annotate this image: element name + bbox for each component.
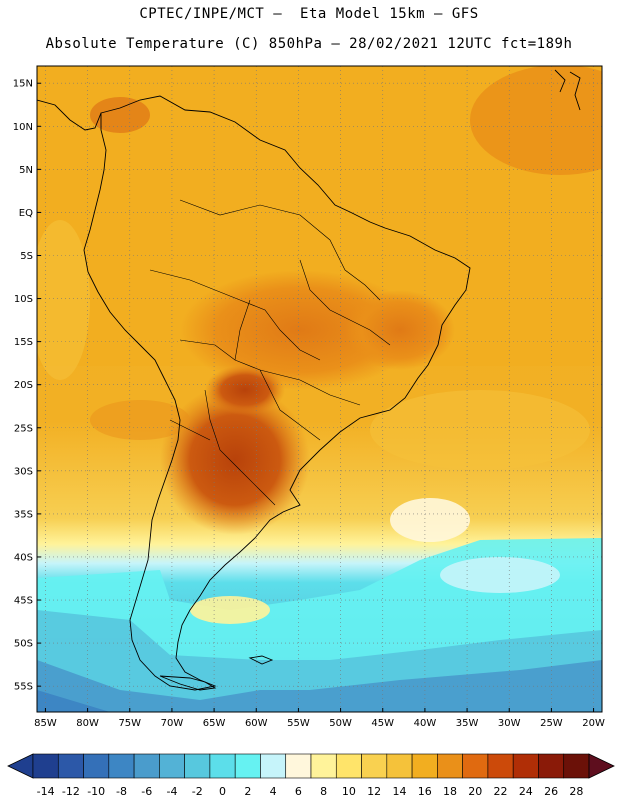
colorbar-label: 26 bbox=[544, 785, 558, 798]
caribbean-islands bbox=[554, 69, 581, 111]
colorbar-label: -8 bbox=[116, 785, 127, 798]
lat-tick-label: 35S bbox=[14, 509, 33, 520]
colorbar: -14 -12 -10 -8 -6 -4 -2 0 2 4 6 8 10 12 14 16 18 20 22 24 26… bbox=[7, 753, 615, 798]
colorbar-label: 4 bbox=[270, 785, 277, 798]
colorbar-label: 16 bbox=[418, 785, 432, 798]
colorbar-low-arrow bbox=[7, 753, 34, 779]
map-frame bbox=[36, 65, 603, 713]
colorbar-swatch bbox=[83, 753, 110, 779]
lon-tick-label: 75W bbox=[118, 718, 141, 729]
colorbar-label: 24 bbox=[519, 785, 533, 798]
lon-tick-label: 20W bbox=[582, 718, 605, 729]
colorbar-label: 0 bbox=[219, 785, 226, 798]
colorbar-label: 12 bbox=[367, 785, 381, 798]
colorbar-label: 2 bbox=[244, 785, 251, 798]
lat-tick-label: 5S bbox=[20, 251, 33, 262]
coastlines bbox=[37, 69, 581, 691]
lon-tick-label: 30W bbox=[498, 718, 521, 729]
colorbar-label: 6 bbox=[295, 785, 302, 798]
lat-tick-label: 15S bbox=[14, 337, 33, 348]
colorbar-label: 20 bbox=[468, 785, 482, 798]
lon-tick-label: 85W bbox=[34, 718, 57, 729]
colorbar-swatch bbox=[310, 753, 337, 779]
lat-tick-label: EQ bbox=[19, 208, 33, 219]
colorbar-label: 18 bbox=[443, 785, 457, 798]
colorbar-label: 10 bbox=[342, 785, 356, 798]
lon-tick-label: 50W bbox=[329, 718, 352, 729]
colorbar-swatch bbox=[335, 753, 362, 779]
colorbar-label: -2 bbox=[192, 785, 203, 798]
colorbar-swatch bbox=[184, 753, 211, 779]
colorbar-label: -12 bbox=[62, 785, 80, 798]
falkland-islands bbox=[248, 655, 274, 665]
colorbar-swatch bbox=[563, 753, 590, 779]
colorbar-swatch bbox=[386, 753, 413, 779]
lon-tick-label: 35W bbox=[456, 718, 479, 729]
lon-tick-label: 70W bbox=[161, 718, 184, 729]
colorbar-swatch bbox=[462, 753, 489, 779]
lon-tick-label: 55W bbox=[287, 718, 310, 729]
lat-tick-label: 5N bbox=[19, 165, 33, 176]
lat-tick-label: 45S bbox=[14, 596, 33, 607]
lat-tick-label: 25S bbox=[14, 423, 33, 434]
colorbar-label: -10 bbox=[87, 785, 105, 798]
lat-tick-label: 30S bbox=[14, 466, 33, 477]
colorbar-label: 28 bbox=[569, 785, 583, 798]
colorbar-high-arrow bbox=[588, 753, 615, 779]
colorbar-swatch bbox=[32, 753, 59, 779]
colorbar-label: -4 bbox=[167, 785, 178, 798]
colorbar-swatch bbox=[411, 753, 438, 779]
colorbar-swatch bbox=[57, 753, 84, 779]
lat-tick-label: 50S bbox=[14, 639, 33, 650]
central-america-coastline bbox=[37, 99, 102, 131]
lat-tick-label: 15N bbox=[13, 79, 33, 90]
lon-tick-label: 40W bbox=[414, 718, 437, 729]
lon-axis: 85W 80W 75W 70W 65W 60W 55W 50W 45W 40W 35W 30W 25W 2… bbox=[34, 708, 605, 729]
colorbar-swatch bbox=[260, 753, 287, 779]
field-layer bbox=[37, 66, 602, 712]
colorbar-swatch bbox=[209, 753, 236, 779]
colorbar-swatch bbox=[538, 753, 565, 779]
lon-tick-label: 60W bbox=[245, 718, 268, 729]
lat-tick-label: 10S bbox=[14, 294, 33, 305]
colorbar-swatch bbox=[361, 753, 388, 779]
colorbar-swatch bbox=[487, 753, 514, 779]
lat-tick-label: 10N bbox=[13, 122, 33, 133]
colorbar-swatch bbox=[159, 753, 185, 779]
south-america-coastline bbox=[83, 95, 471, 691]
colorbar-swatch bbox=[437, 753, 463, 779]
tierra-del-fuego bbox=[159, 675, 217, 691]
colorbar-swatch bbox=[234, 753, 261, 779]
map-subtitle: Absolute Temperature (C) 850hPa — 28/02/… bbox=[45, 36, 573, 52]
colorbar-swatch bbox=[285, 753, 312, 779]
colorbar-label: -14 bbox=[37, 785, 55, 798]
colorbar-swatch bbox=[133, 753, 160, 779]
map-title: CPTEC/INPE/MCT — Eta Model 15km — GFS bbox=[139, 6, 479, 22]
lat-tick-label: 20S bbox=[14, 380, 33, 391]
colorbar-label: 22 bbox=[494, 785, 508, 798]
colorbar-label: 8 bbox=[320, 785, 327, 798]
country-borders bbox=[149, 199, 391, 506]
lon-tick-label: 65W bbox=[203, 718, 226, 729]
lat-tick-label: 40S bbox=[14, 552, 33, 563]
lat-tick-label: 55S bbox=[14, 682, 33, 693]
colorbar-label: -6 bbox=[141, 785, 152, 798]
lon-tick-label: 45W bbox=[371, 718, 394, 729]
colorbar-label: 14 bbox=[392, 785, 406, 798]
colorbar-swatch bbox=[108, 753, 135, 779]
lon-tick-label: 80W bbox=[76, 718, 99, 729]
lon-tick-label: 25W bbox=[540, 718, 563, 729]
colorbar-swatch bbox=[512, 753, 539, 779]
lat-axis: 15N 10N 5N EQ 5S 10S 15S 20S 25S 30S 35S 40S 45S 50S 5… bbox=[13, 79, 41, 693]
